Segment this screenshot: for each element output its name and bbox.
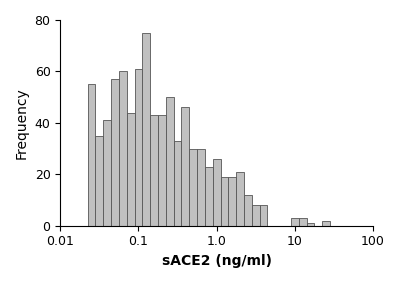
Y-axis label: Frequency: Frequency — [15, 87, 29, 159]
Bar — [197, 149, 205, 226]
Bar — [166, 97, 174, 226]
Bar — [134, 69, 142, 226]
Bar — [307, 223, 314, 226]
Bar — [142, 33, 150, 226]
Bar — [299, 218, 307, 226]
Bar — [119, 71, 127, 226]
Bar — [213, 159, 220, 226]
Bar — [189, 149, 197, 226]
Bar — [322, 220, 330, 226]
Bar — [205, 167, 213, 226]
Bar — [182, 108, 189, 226]
Bar — [88, 84, 96, 226]
Bar — [220, 177, 228, 226]
Bar — [103, 120, 111, 226]
Bar — [291, 218, 299, 226]
Bar — [228, 177, 236, 226]
Bar — [127, 113, 134, 226]
Bar — [236, 172, 244, 226]
Bar — [244, 195, 252, 226]
Bar — [96, 136, 103, 226]
Bar — [260, 205, 268, 226]
Bar — [158, 115, 166, 226]
Bar — [150, 115, 158, 226]
Bar — [174, 141, 182, 226]
Bar — [111, 79, 119, 226]
X-axis label: sACE2 (ng/ml): sACE2 (ng/ml) — [162, 254, 272, 268]
Bar — [252, 205, 260, 226]
